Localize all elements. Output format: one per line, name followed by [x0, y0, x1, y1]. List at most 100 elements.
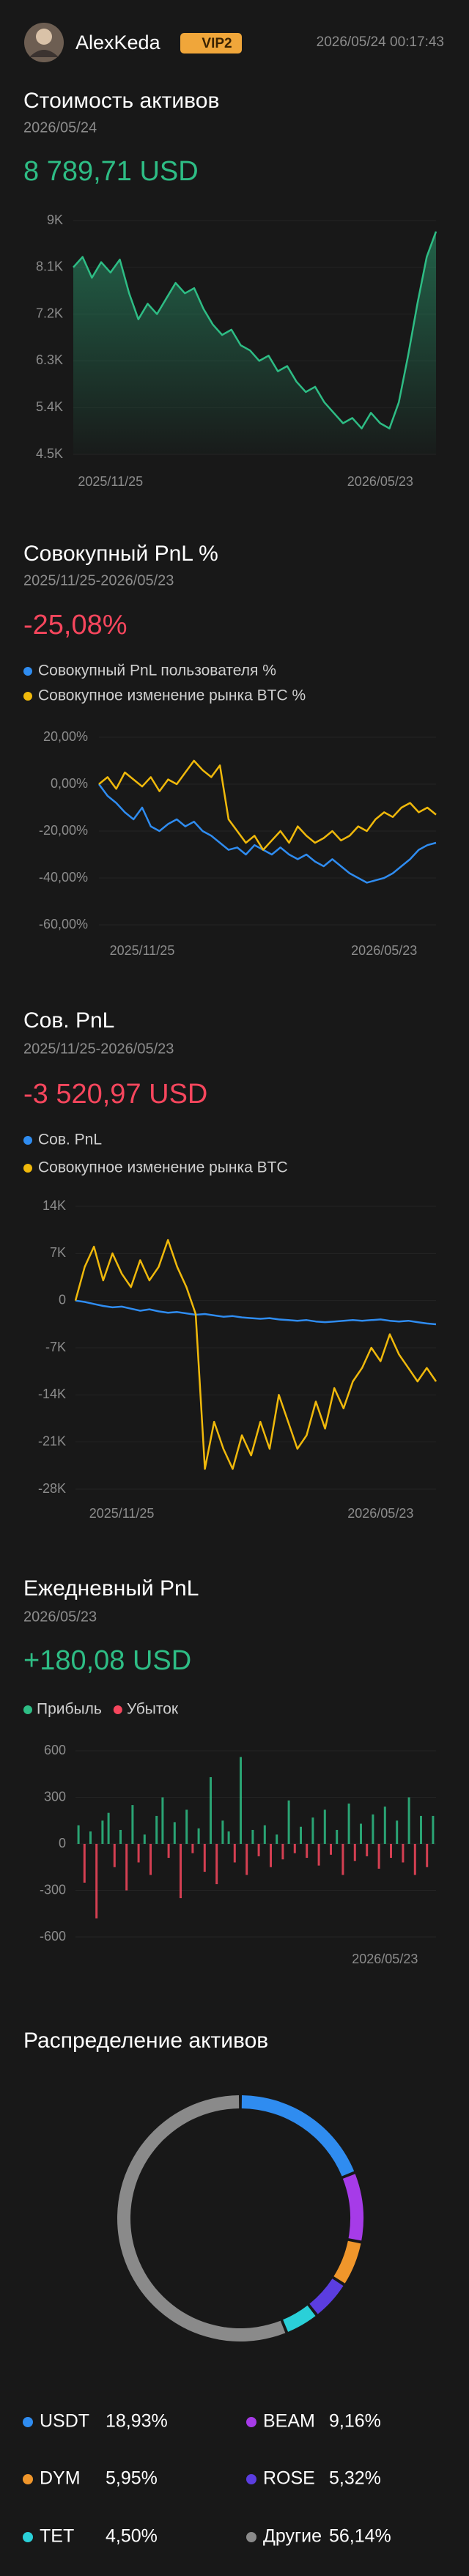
x-tick-label: 2026/05/23: [347, 1506, 413, 1521]
y-tick-label: 7K: [50, 1245, 66, 1260]
legend-name: ROSE: [263, 2468, 315, 2489]
avatar[interactable]: [24, 23, 64, 62]
section-date: 2026/05/23: [23, 1609, 97, 1625]
bar: [185, 1809, 188, 1844]
legend-value: 5,32%: [329, 2468, 381, 2489]
bar: [83, 1844, 86, 1883]
bar: [341, 1844, 344, 1875]
x-tick-label: 2026/05/23: [352, 1952, 418, 1966]
bar: [137, 1844, 140, 1863]
bar: [432, 1815, 435, 1844]
bar: [149, 1844, 152, 1875]
y-tick-label: 20,00%: [43, 729, 88, 744]
bar: [173, 1822, 176, 1844]
avatar-face: [36, 29, 52, 45]
bar: [420, 1815, 422, 1844]
bar: [233, 1844, 236, 1863]
section-date: 2025/11/25-2026/05/23: [23, 1041, 174, 1057]
y-tick-label: -40,00%: [39, 870, 88, 885]
bar: [221, 1820, 224, 1844]
section-title: Ежедневный PnL: [23, 1576, 199, 1601]
legend-dot: [113, 1705, 122, 1714]
y-tick-label: -21K: [38, 1433, 66, 1448]
y-tick-label: 0: [59, 1292, 66, 1307]
bar: [161, 1797, 164, 1844]
vip-badge-text: VIP2: [202, 36, 232, 51]
bar: [311, 1817, 314, 1844]
y-tick-label: 4.5K: [36, 446, 63, 461]
legend-dot: [23, 1164, 32, 1173]
section-date: 2025/11/25-2026/05/23: [23, 572, 174, 588]
bar: [215, 1844, 218, 1885]
bar: [101, 1820, 104, 1844]
section-title: Распределение активов: [23, 2029, 268, 2053]
bar: [251, 1829, 254, 1844]
legend-label: Сов. PnL: [38, 1132, 102, 1148]
bar: [323, 1809, 326, 1844]
legend-name: BEAM: [263, 2411, 315, 2432]
series-line: [75, 1299, 437, 1326]
bar: [390, 1844, 392, 1859]
bar: [300, 1826, 302, 1844]
bar: [383, 1806, 386, 1844]
bar: [317, 1844, 320, 1866]
bar: [245, 1844, 248, 1875]
bar: [227, 1831, 230, 1844]
bar: [263, 1825, 266, 1844]
bar: [276, 1834, 278, 1844]
legend-value: 56,14%: [329, 2526, 391, 2547]
y-tick-label: 5.4K: [36, 399, 63, 414]
bar: [180, 1844, 182, 1899]
legend-dot: [246, 2532, 256, 2542]
bar: [203, 1844, 206, 1872]
series-line: [98, 759, 437, 851]
bar: [197, 1828, 200, 1844]
headline-value: +180,08 USD: [23, 1645, 191, 1676]
x-tick-label: 2026/05/23: [347, 474, 413, 489]
avatar-body: [29, 50, 59, 57]
legend-dot: [246, 2417, 256, 2427]
bar: [372, 1814, 374, 1844]
donut-segment: [283, 2305, 316, 2332]
legend-dot: [23, 1136, 32, 1145]
legend-dot: [23, 2474, 33, 2484]
legend-label: Совокупный PnL пользователя %: [38, 663, 276, 679]
headline-value: 8 789,71 USD: [23, 156, 199, 187]
legend-dot: [246, 2474, 256, 2484]
legend-name: Другие: [263, 2526, 322, 2547]
legend-name: DYM: [40, 2468, 81, 2489]
y-tick-label: 0,00%: [51, 776, 88, 791]
bar: [396, 1820, 399, 1844]
bar: [155, 1815, 158, 1844]
bar: [360, 1823, 362, 1844]
bar: [281, 1844, 284, 1860]
bar: [407, 1797, 410, 1844]
section-title: Совокупный PnL %: [23, 542, 218, 566]
timestamp: 2026/05/24 00:17:43: [317, 34, 444, 50]
bar: [257, 1844, 260, 1856]
y-tick-label: 6.3K: [36, 353, 63, 367]
legend-name: USDT: [40, 2411, 89, 2432]
bar: [107, 1812, 110, 1844]
y-tick-label: 9K: [47, 213, 63, 227]
y-tick-label: 600: [44, 1743, 66, 1757]
series-line: [73, 231, 437, 429]
bar: [402, 1844, 405, 1863]
legend-dot: [23, 692, 32, 701]
y-tick-label: -20,00%: [39, 823, 88, 838]
series-line: [97, 783, 437, 884]
bar: [377, 1844, 380, 1869]
legend-label: Прибыль: [37, 1701, 102, 1718]
bar: [270, 1844, 272, 1867]
headline-value: -25,08%: [23, 610, 128, 641]
y-tick-label: -28K: [38, 1481, 66, 1496]
donut-segment: [342, 2174, 364, 2241]
y-tick-label: -300: [40, 1882, 66, 1897]
bar: [306, 1844, 309, 1859]
y-tick-label: -7K: [45, 1340, 66, 1354]
bar: [89, 1831, 92, 1844]
bar: [131, 1805, 134, 1844]
section-title: Стоимость активов: [23, 89, 219, 113]
y-tick-label: 14K: [43, 1198, 66, 1213]
